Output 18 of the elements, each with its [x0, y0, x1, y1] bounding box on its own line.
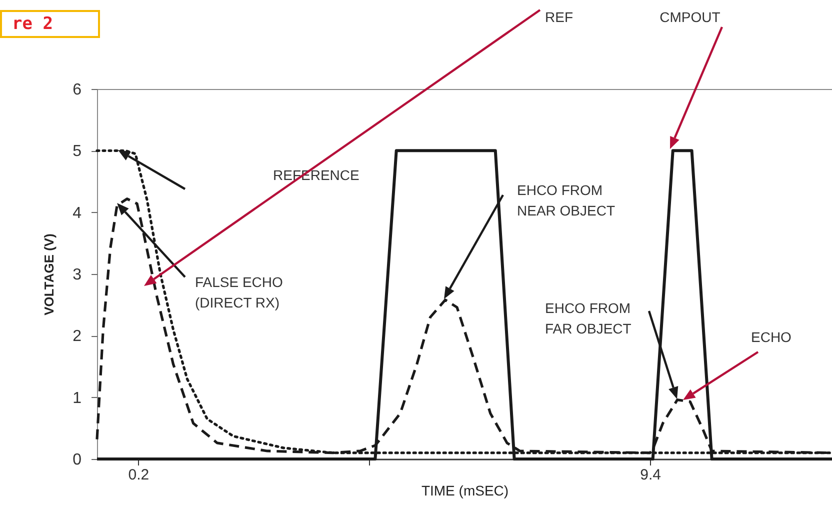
text: CMPOUT	[660, 8, 721, 25]
annotation: EHCO FROM FAR OBJECT	[545, 300, 632, 336]
chart-title: re 2	[0, 10, 100, 38]
annotation: FALSE ECHO (DIRECT RX)	[195, 274, 284, 310]
x-axis-title: TIME (mSEC)	[421, 482, 509, 498]
annotation: ECHO	[751, 328, 792, 345]
y-tick-label: 5	[72, 143, 82, 160]
y-tick-label: 3	[72, 266, 82, 284]
y-tick-label: 0	[72, 452, 82, 468]
y-tick-label: 6	[72, 82, 82, 98]
annotation: EHCO FROM NEAR OBJECT	[517, 182, 616, 218]
x-tick-label: 9.4	[640, 466, 661, 484]
y-axis-title: VOLTAGE (V)	[42, 234, 57, 316]
text: REF	[545, 8, 573, 25]
y-tick-label: 2	[72, 328, 82, 346]
y-tick-label: 4	[72, 204, 82, 222]
x-tick-label: 0.2	[128, 466, 150, 484]
y-tick-label: 1	[72, 390, 82, 407]
